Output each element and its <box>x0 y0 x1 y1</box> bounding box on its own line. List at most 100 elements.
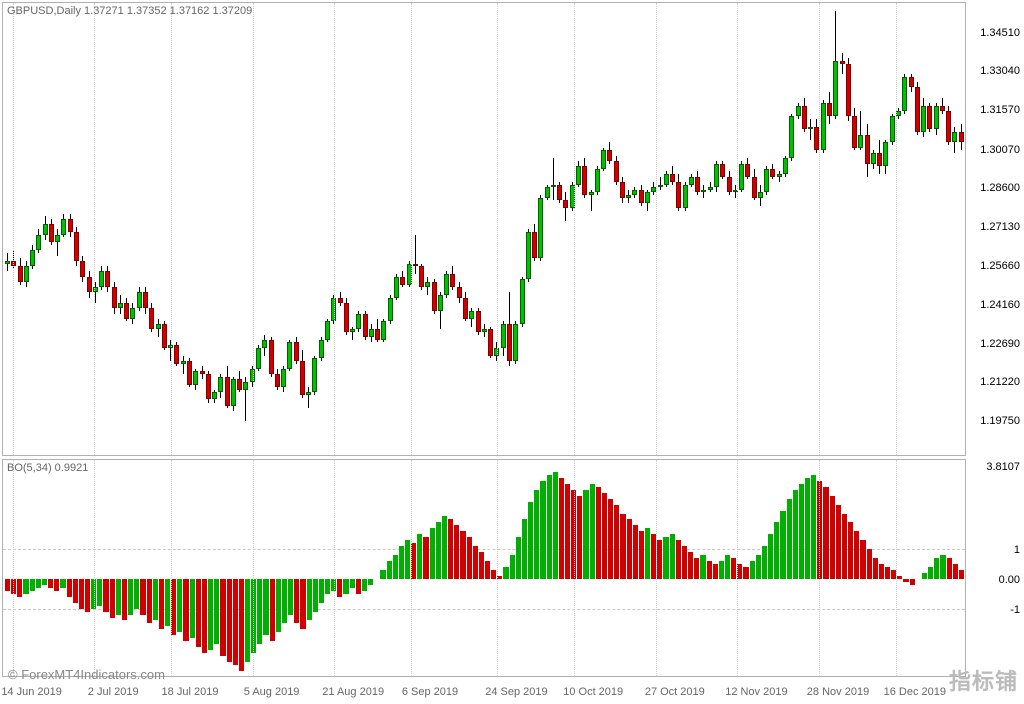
hist-bar <box>116 579 121 615</box>
hist-bar <box>491 570 496 579</box>
hist-bar <box>202 579 207 653</box>
y-label: 1.25660 <box>980 260 1020 272</box>
hist-bar <box>940 555 945 579</box>
hist-bar <box>399 546 404 579</box>
hist-bar <box>110 579 115 618</box>
hist-bar <box>503 567 508 579</box>
hist-bar <box>300 579 305 630</box>
hist-bar <box>67 579 72 597</box>
hist-bar <box>387 561 392 579</box>
y-label: 1.22690 <box>980 338 1020 350</box>
hist-bar <box>23 579 28 594</box>
hist-bar <box>122 579 127 621</box>
hist-bar <box>134 579 139 609</box>
hist-bar <box>688 552 693 579</box>
y-label: 1.24160 <box>980 299 1020 311</box>
hist-bar <box>577 496 582 579</box>
hist-bar <box>263 579 268 635</box>
price-chart[interactable]: GBPUSD,Daily 1.37271 1.37352 1.37162 1.3… <box>2 2 966 456</box>
x-axis: 14 Jun 20192 Jul 201918 Jul 20195 Aug 20… <box>2 684 966 702</box>
y-label: 1.28600 <box>980 182 1020 194</box>
hist-bar <box>239 579 244 671</box>
hist-bar <box>676 540 681 579</box>
hist-bar <box>590 484 595 579</box>
hist-bar <box>343 579 348 594</box>
hist-bar <box>885 567 890 579</box>
y-label: 1.30070 <box>980 144 1020 156</box>
hist-bar <box>54 579 59 591</box>
hist-bar <box>707 561 712 579</box>
y-label: 3.8107 <box>986 461 1020 473</box>
hist-bar <box>350 579 355 588</box>
hist-bar <box>257 579 262 644</box>
hist-bar <box>245 579 250 662</box>
y-label: -1 <box>1010 604 1020 616</box>
x-label: 2 Jul 2019 <box>88 686 139 698</box>
hist-bar <box>700 555 705 579</box>
hist-bar <box>430 528 435 579</box>
hist-bar <box>473 546 478 579</box>
hist-bar <box>30 579 35 591</box>
hist-bar <box>103 579 108 612</box>
hist-bar <box>337 579 342 597</box>
indicator-chart[interactable]: BO(5,34) 0.9921 <box>2 459 966 677</box>
hist-bar <box>645 528 650 579</box>
hist-bar <box>190 579 195 638</box>
hist-bar <box>60 579 65 588</box>
hist-bar <box>953 564 958 579</box>
hist-bar <box>467 537 472 579</box>
hist-bar <box>553 472 558 579</box>
y-label: 1.27130 <box>980 221 1020 233</box>
hist-bar <box>85 579 90 612</box>
hist-bar <box>42 579 47 585</box>
hist-bar <box>780 511 785 579</box>
y-label: 1.21220 <box>980 376 1020 388</box>
hist-bar <box>368 579 373 585</box>
hist-bar <box>823 487 828 579</box>
hist-bar <box>220 579 225 656</box>
hist-bar <box>848 522 853 578</box>
hist-bar <box>417 534 422 579</box>
hist-bar <box>713 564 718 579</box>
y-label: 1.19750 <box>980 415 1020 427</box>
hist-bar <box>873 558 878 579</box>
hist-bar <box>423 537 428 579</box>
y-label: 1.34510 <box>980 27 1020 39</box>
hist-bar <box>73 579 78 603</box>
hist-bar <box>934 558 939 579</box>
hist-bar <box>682 546 687 579</box>
hist-bar <box>393 555 398 579</box>
hist-bar <box>79 579 84 609</box>
y-label: 1 <box>1014 544 1020 556</box>
hist-bar <box>922 573 927 579</box>
hist-bar <box>750 561 755 579</box>
hist-bar <box>860 540 865 579</box>
hist-bar <box>214 579 219 644</box>
hist-bar <box>294 579 299 624</box>
hist-bar <box>756 555 761 579</box>
x-label: 16 Dec 2019 <box>884 686 946 698</box>
hist-bar <box>479 552 484 579</box>
hist-bar <box>307 579 312 621</box>
hist-bar <box>608 499 613 579</box>
x-label: 12 Nov 2019 <box>725 686 787 698</box>
hist-bar <box>233 579 238 665</box>
hist-bar <box>454 525 459 579</box>
watermark-cn: 指标铺 <box>949 664 1018 696</box>
hist-bar <box>282 579 287 624</box>
hist-bar <box>516 537 521 579</box>
x-label: 18 Jul 2019 <box>162 686 219 698</box>
y-label: 1.33040 <box>980 65 1020 77</box>
hist-bar <box>768 534 773 579</box>
hist-bar <box>670 534 675 579</box>
y-label: 1.31570 <box>980 104 1020 116</box>
hist-bar <box>196 579 201 647</box>
hist-bar <box>288 579 293 615</box>
hist-bar <box>633 525 638 579</box>
indicator-title: BO(5,34) 0.9921 <box>7 462 88 474</box>
hist-bar <box>325 579 330 594</box>
hist-bar <box>725 555 730 579</box>
x-label: 5 Aug 2019 <box>244 686 300 698</box>
hist-bar <box>460 531 465 579</box>
hist-bar <box>436 522 441 578</box>
